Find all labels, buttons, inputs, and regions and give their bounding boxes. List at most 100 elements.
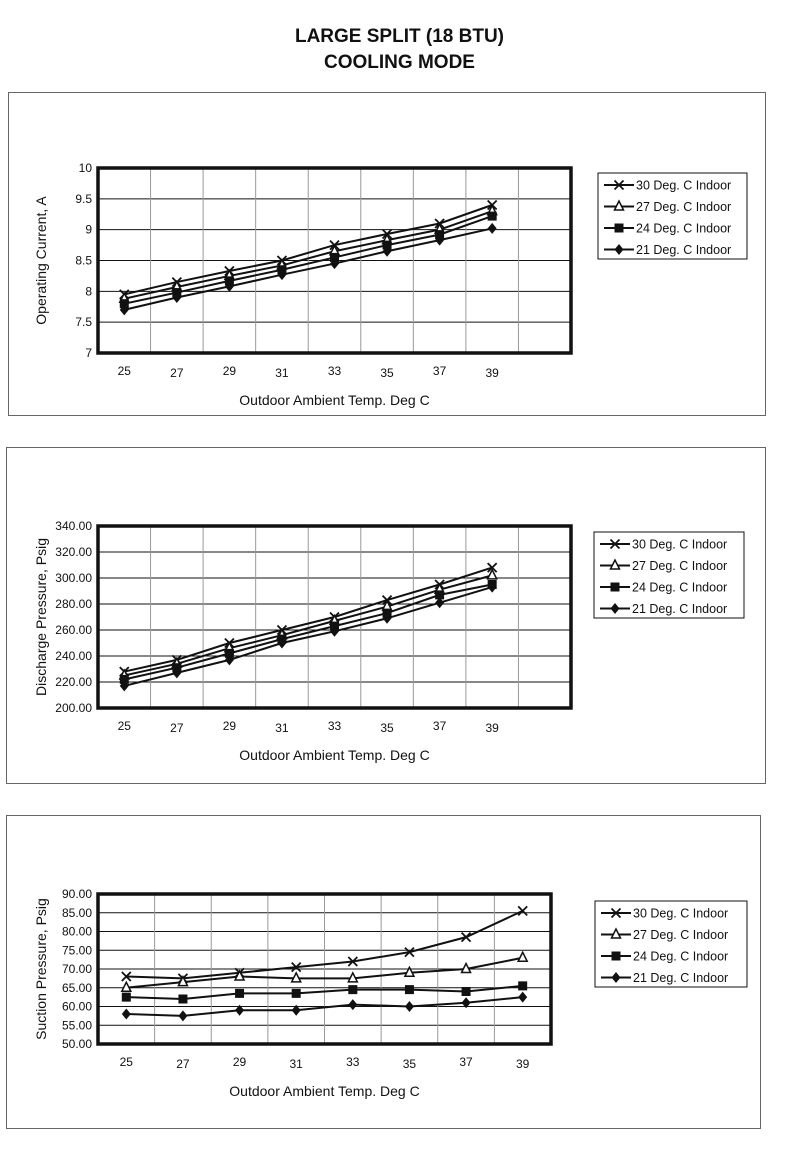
data-point-diamond-marker	[178, 1010, 188, 1022]
x-tick-label: 31	[275, 366, 289, 380]
data-point-square-marker	[487, 211, 497, 221]
legend-diamond-marker	[610, 603, 620, 614]
legend-label: 21 Deg. C Indoor	[636, 243, 731, 257]
data-point-diamond-marker	[435, 234, 445, 246]
data-point-diamond-marker	[404, 1001, 414, 1012]
data-point-square-marker	[178, 994, 188, 1004]
data-point-triangle-marker	[347, 971, 359, 983]
chart-panel-discharge-pressure: 200.00 220.00 240.00 260.00 280.00 300.00 320.…	[6, 447, 766, 784]
y-tick-label: 90.00	[62, 887, 92, 901]
legend-label: 30 Deg. C Indoor	[636, 179, 731, 193]
data-point-square-marker	[224, 276, 234, 286]
legend-diamond-marker	[611, 972, 621, 983]
data-point-square-marker	[119, 299, 129, 309]
data-point-diamond-marker	[235, 1004, 245, 1016]
data-point-triangle-marker	[120, 980, 133, 992]
data-point-triangle-marker	[177, 974, 189, 987]
x-tick-label: 31	[275, 721, 289, 735]
x-tick-label: 25	[120, 1055, 134, 1069]
legend-label: 24 Deg. C Indoor	[633, 950, 728, 964]
x-tick-label: 29	[223, 364, 237, 378]
x-tick-label: 33	[328, 364, 342, 378]
x-tick-label: 39	[485, 721, 499, 735]
y-tick-label: 55.00	[62, 1018, 92, 1032]
x-tick-label: 37	[459, 1055, 473, 1069]
data-point-x-marker	[347, 956, 358, 967]
x-tick-label: 25	[118, 719, 132, 733]
series-line-triangle	[124, 574, 493, 677]
x-marker-stroke	[460, 931, 472, 943]
data-point-diamond-marker	[277, 637, 287, 649]
data-point-diamond-marker	[348, 999, 358, 1011]
data-point-diamond-marker	[330, 625, 339, 637]
data-point-square-marker	[121, 992, 131, 1002]
x-tick-label: 39	[516, 1057, 530, 1071]
data-point-triangle-marker	[516, 950, 529, 962]
data-point-square-marker	[461, 987, 471, 996]
x-tick-label: 29	[223, 719, 237, 733]
x-tick-label: 37	[433, 364, 447, 378]
chart-panel-operating-current: 7 7.5 8 8.5 9 9.5 10 25 27 29 31 33 35 37 39 Outdoor Am…	[8, 92, 766, 416]
operating-current-chart: 7 7.5 8 8.5 9 9.5 10 25 27 29 31 33 35 37 39 Outdoor Am…	[33, 161, 748, 408]
x-marker-stroke	[517, 905, 528, 917]
plot-frame	[96, 166, 573, 355]
x-tick-label: 29	[233, 1055, 247, 1069]
x-axis-title: Outdoor Ambient Temp. Deg C	[239, 747, 429, 763]
legend-x-marker	[609, 538, 621, 550]
legend-triangle-marker	[613, 199, 625, 211]
legend-box	[597, 172, 748, 260]
y-tick-label: 280.00	[55, 597, 92, 611]
data-point-x-marker	[291, 961, 302, 973]
series-line-square	[126, 984, 523, 1001]
x-tick-label: 33	[328, 719, 342, 733]
series-line-diamond	[124, 227, 493, 311]
discharge-pressure-chart: 200.00 220.00 240.00 260.00 280.00 300.00 320.…	[33, 519, 745, 763]
data-point-diamond-marker	[277, 269, 287, 281]
data-point-diamond-marker	[224, 654, 234, 666]
data-point-square-marker	[404, 985, 414, 995]
data-point-square-marker	[435, 590, 445, 600]
data-point-diamond-marker	[291, 1004, 301, 1016]
x-tick-label: 35	[380, 366, 394, 380]
legend-label: 24 Deg. C Indoor	[632, 581, 727, 595]
legend-label: 30 Deg. C Indoor	[632, 538, 727, 552]
legend-square-marker	[614, 223, 624, 233]
x-marker-stroke	[121, 971, 132, 982]
data-point-triangle-marker	[460, 961, 472, 974]
data-point-x-marker	[460, 931, 472, 943]
data-point-diamond-marker	[172, 667, 182, 679]
data-point-square-marker	[119, 674, 129, 684]
y-tick-label: 8	[85, 284, 92, 298]
data-point-x-marker	[404, 946, 415, 958]
data-point-triangle-marker	[290, 971, 302, 983]
x-tick-label: 35	[380, 721, 394, 735]
series-line-square	[124, 583, 493, 681]
legend-label: 27 Deg. C Indoor	[632, 559, 727, 573]
y-tick-label: 65.00	[62, 981, 92, 995]
y-tick-label: 200.00	[55, 701, 92, 715]
x-axis-title: Outdoor Ambient Temp. Deg C	[229, 1083, 419, 1099]
y-tick-label: 9	[85, 223, 92, 237]
series-line-x	[124, 204, 493, 296]
x-tick-label: 33	[346, 1055, 360, 1069]
series-line-x	[126, 909, 524, 980]
legend-label: 27 Deg. C Indoor	[636, 200, 731, 214]
x-marker-stroke	[404, 946, 415, 958]
legend-label: 27 Deg. C Indoor	[633, 928, 728, 942]
series-line-triangle	[124, 210, 493, 300]
data-point-square-marker	[435, 230, 445, 240]
y-tick-label: 8.5	[75, 254, 92, 268]
x-marker-stroke	[609, 538, 621, 550]
data-point-x-marker	[517, 905, 528, 917]
data-point-x-marker	[121, 971, 132, 982]
x-tick-label: 35	[403, 1057, 417, 1071]
y-tick-label: 70.00	[62, 962, 92, 976]
data-point-triangle-marker	[403, 965, 416, 977]
legend-x-marker	[610, 907, 622, 919]
legend-label: 30 Deg. C Indoor	[633, 907, 728, 921]
y-tick-label: 50.00	[62, 1037, 92, 1051]
y-axis-title: Discharge Pressure, Psig	[33, 538, 49, 696]
x-tick-label: 27	[170, 366, 184, 380]
data-point-square-marker	[235, 988, 245, 998]
x-marker-stroke	[291, 961, 302, 973]
